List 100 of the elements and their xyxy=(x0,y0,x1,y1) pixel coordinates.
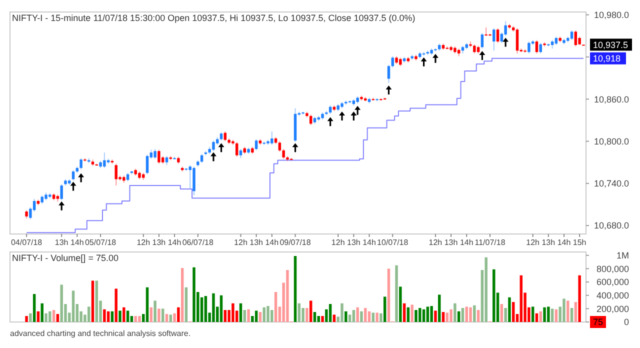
x-tick-label: 14h xyxy=(460,238,474,247)
y-tick-label: 0 xyxy=(624,317,629,328)
bar xyxy=(492,269,496,322)
x-tick-label: 13h xyxy=(542,238,556,247)
bar xyxy=(570,308,574,322)
bar xyxy=(138,316,141,322)
bar xyxy=(173,313,176,322)
y-tick-label: 1M xyxy=(616,250,629,260)
y-tick-label: 10,740.0 xyxy=(594,178,629,189)
x-tick-label: 12h xyxy=(428,238,442,247)
x-tick-label: 12h xyxy=(526,238,540,247)
bar xyxy=(91,280,94,322)
bar xyxy=(446,312,449,322)
bar xyxy=(395,265,398,322)
bar xyxy=(500,304,504,322)
bar xyxy=(434,310,437,322)
bar xyxy=(52,310,56,322)
bar xyxy=(399,286,402,322)
bar xyxy=(274,292,278,322)
bar xyxy=(29,313,32,322)
y-tick-label: 10,860.0 xyxy=(594,94,629,104)
bar xyxy=(317,316,320,322)
y-tick-label: 200,000 xyxy=(596,304,629,314)
bar xyxy=(161,308,164,322)
bar xyxy=(177,307,180,322)
bar xyxy=(266,306,270,322)
bar xyxy=(247,309,250,322)
x-tick-label: 05/07/18 xyxy=(84,238,117,247)
bar xyxy=(566,300,570,322)
bar xyxy=(469,307,472,322)
bar xyxy=(25,316,28,322)
x-tick-label: 14h xyxy=(168,238,182,247)
bar xyxy=(313,312,316,322)
bar xyxy=(40,303,44,322)
bar xyxy=(543,307,546,322)
bar xyxy=(356,307,359,322)
bar xyxy=(220,295,223,322)
x-tick-label: 12h xyxy=(136,238,150,247)
x-tick-label: 14h xyxy=(362,238,376,247)
bar xyxy=(146,287,149,322)
bar xyxy=(56,314,60,322)
bar xyxy=(554,309,558,322)
bar xyxy=(332,314,336,322)
bar xyxy=(60,284,63,322)
bar xyxy=(114,288,118,322)
bar xyxy=(442,312,445,322)
bar xyxy=(380,313,382,322)
chart-title: NIFTY-I - Volume[] = 75.00 xyxy=(12,253,118,263)
bar xyxy=(286,270,289,322)
bar xyxy=(169,314,172,322)
bar xyxy=(165,314,168,322)
bar xyxy=(438,294,441,322)
x-tick-label: 11/07/18 xyxy=(474,238,506,247)
bar xyxy=(298,303,301,322)
text: 10,937.5 xyxy=(593,40,628,50)
bar xyxy=(376,312,378,322)
bar xyxy=(484,257,488,322)
x-tick-label: 13h xyxy=(54,238,68,247)
bar xyxy=(32,294,36,322)
x-tick-label: 13h xyxy=(152,238,166,247)
bar xyxy=(562,298,566,322)
bar xyxy=(262,307,266,322)
bar xyxy=(422,309,426,322)
x-tick-label: 14h xyxy=(70,238,84,247)
y-tick-label: 10,800.0 xyxy=(594,136,629,146)
bar xyxy=(87,306,90,322)
x-tick-label: 13h xyxy=(250,238,263,247)
bar xyxy=(574,302,578,322)
bar xyxy=(103,309,106,322)
bar xyxy=(110,311,114,322)
bar xyxy=(309,300,312,322)
bar xyxy=(512,302,515,322)
bar xyxy=(360,311,363,322)
bar xyxy=(344,311,348,322)
x-tick-label: 13h xyxy=(347,238,360,247)
bar xyxy=(294,256,297,322)
bar xyxy=(134,316,137,322)
bar xyxy=(465,306,468,322)
bar xyxy=(461,308,464,322)
y-tick-label: 800,000 xyxy=(596,264,629,274)
bar xyxy=(321,316,324,322)
text: 10,918 xyxy=(593,54,621,64)
bar xyxy=(106,311,110,322)
bar xyxy=(180,268,184,322)
y-tick-label: 400,000 xyxy=(596,290,629,300)
bar xyxy=(426,306,430,322)
bar xyxy=(232,303,234,322)
bar xyxy=(414,310,418,322)
bar xyxy=(224,310,227,322)
bar xyxy=(450,309,452,322)
bar xyxy=(95,280,98,322)
bar xyxy=(239,303,242,322)
bar xyxy=(122,307,126,322)
x-tick-label: 13h xyxy=(444,238,458,247)
bar xyxy=(118,310,122,322)
bar xyxy=(48,311,52,322)
bar xyxy=(406,307,410,322)
bar xyxy=(410,304,414,322)
bar xyxy=(184,287,188,322)
x-tick-label: 15h xyxy=(572,238,586,247)
